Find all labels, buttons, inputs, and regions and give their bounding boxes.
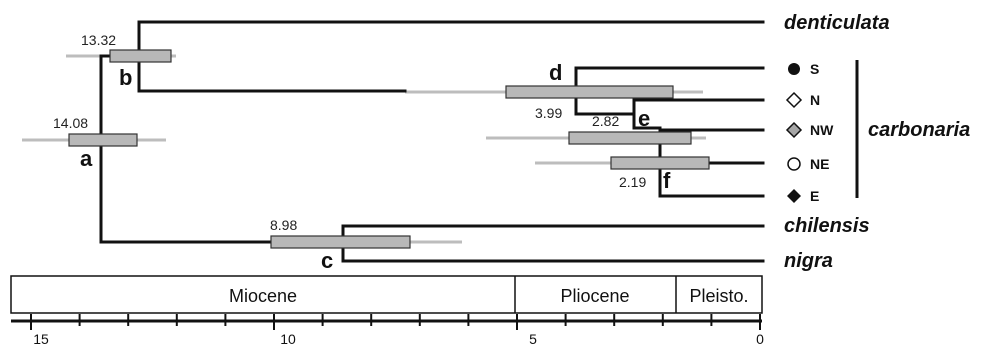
hpd-box-b bbox=[109, 49, 172, 63]
node-letter-e: e bbox=[638, 106, 650, 131]
node-letter-f: f bbox=[663, 168, 671, 193]
epoch-miocene: Miocene bbox=[229, 286, 297, 306]
hpd-boxes bbox=[68, 49, 710, 249]
node-age-e: 2.82 bbox=[592, 113, 619, 129]
taxon-nigra: nigra bbox=[784, 250, 833, 272]
filled-circle-icon bbox=[788, 63, 800, 75]
taxon-denticulata: denticulata bbox=[784, 12, 890, 34]
epoch-pliocene: Pliocene bbox=[560, 286, 629, 306]
node-age-d: 3.99 bbox=[535, 105, 562, 121]
pop-label-NE: NE bbox=[810, 156, 829, 172]
taxon-carbonaria: carbonaria bbox=[868, 119, 970, 141]
filled-diamond-icon bbox=[787, 189, 801, 203]
node-letter-d: d bbox=[549, 60, 562, 85]
hpd-box-d bbox=[505, 85, 674, 99]
open-circle-icon bbox=[787, 157, 801, 171]
tick-label-5: 5 bbox=[529, 331, 537, 347]
open-diamond-icon bbox=[785, 91, 803, 109]
pop-label-S: S bbox=[810, 61, 819, 77]
taxon-chilensis: chilensis bbox=[784, 215, 870, 237]
tick-label-0: 0 bbox=[756, 331, 764, 347]
node-age-b: 13.32 bbox=[81, 32, 116, 48]
epoch-bar: Miocene Pliocene Pleisto. bbox=[10, 275, 763, 314]
node-age-c: 8.98 bbox=[270, 217, 297, 233]
epoch-frame bbox=[10, 275, 763, 314]
node-age-a: 14.08 bbox=[53, 115, 88, 131]
tick-label-10: 10 bbox=[280, 331, 296, 347]
pop-label-NW: NW bbox=[810, 122, 834, 138]
pop-label-N: N bbox=[810, 92, 820, 108]
node-age-f: 2.19 bbox=[619, 174, 646, 190]
epoch-pleistocene: Pleisto. bbox=[689, 286, 748, 306]
grey-diamond-icon bbox=[785, 121, 803, 139]
hpd-box-e bbox=[568, 131, 692, 145]
tick-label-15: 15 bbox=[33, 331, 49, 347]
node-letter-b: b bbox=[119, 65, 132, 90]
hpd-box-c bbox=[270, 235, 411, 249]
time-axis: 15 10 5 0 bbox=[11, 314, 764, 347]
node-letter-a: a bbox=[80, 146, 93, 171]
hpd-box-f bbox=[610, 156, 710, 170]
time-axis-ticks bbox=[30, 314, 761, 330]
pop-label-E: E bbox=[810, 188, 819, 204]
node-letter-c: c bbox=[321, 248, 333, 273]
hpd-box-a bbox=[68, 133, 138, 147]
population-legend: S N NW NE E bbox=[785, 61, 834, 204]
